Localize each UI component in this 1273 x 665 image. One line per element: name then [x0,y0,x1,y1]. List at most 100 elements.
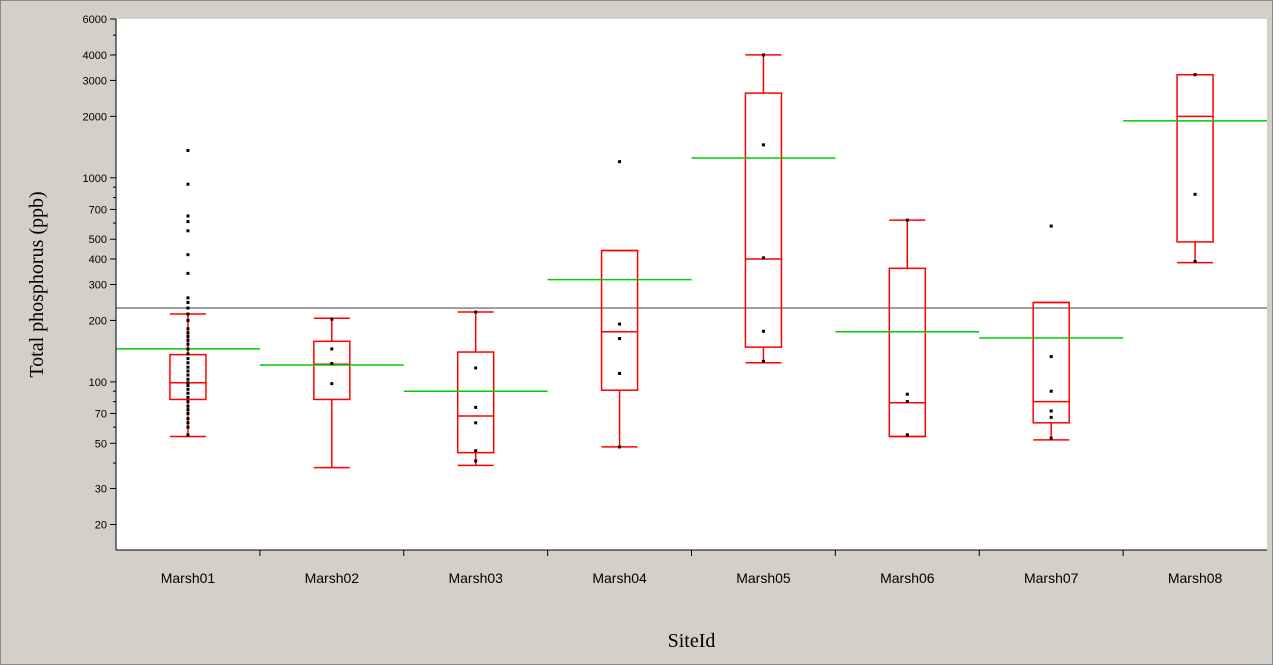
y-tick-label: 3000 [83,75,107,87]
data-point [186,271,190,275]
data-point [474,421,478,425]
boxes-layer [169,54,1214,469]
plot-area [116,19,1267,550]
data-point [905,400,909,404]
data-point [186,369,190,373]
data-point [1193,259,1197,263]
data-point [186,318,190,322]
data-point [186,373,190,377]
y-tick-label: 300 [89,280,107,292]
data-point [474,366,478,370]
data-point [618,322,622,326]
box-marsh04 [600,249,639,448]
data-point [1193,192,1197,196]
data-point [186,404,190,408]
data-point [186,387,190,391]
data-point [330,362,334,366]
data-point [1049,224,1053,228]
data-point [618,160,622,164]
data-point [186,421,190,425]
data-point [618,371,622,375]
data-point [474,310,478,314]
data-point [186,352,190,356]
data-point [186,312,190,316]
data-point [474,405,478,409]
data-point [186,411,190,415]
data-point [186,391,190,395]
data-point [186,182,190,186]
data-point [905,392,909,396]
y-tick-label: 20 [95,520,107,532]
data-point [186,408,190,412]
data-point [186,365,190,369]
y-tick-label: 700 [89,204,107,216]
y-tick-label: 100 [89,377,107,389]
data-point [186,338,190,342]
data-point [186,395,190,399]
data-point [905,218,909,222]
data-point [330,317,334,321]
y-tick-label: 4000 [83,50,107,62]
iqr-box [888,267,927,438]
y-tick-label: 200 [89,315,107,327]
data-point [186,347,190,351]
data-point [186,342,190,346]
data-point [1049,436,1053,440]
data-point [474,449,478,453]
data-point [186,296,190,300]
iqr-box [313,340,351,401]
iqr-box [600,249,639,391]
data-point [186,433,190,437]
data-point [1049,389,1053,393]
data-point [186,327,190,331]
data-point [186,253,190,257]
data-point [761,256,765,260]
iqr-box [456,351,495,454]
y-axis-title: Total phosphorus (ppb) [26,191,48,377]
data-point [186,334,190,338]
data-point [186,377,190,381]
x-category-label: Marsh02 [305,570,360,586]
data-point [1049,409,1053,413]
data-point [330,382,334,386]
x-category-label: Marsh04 [592,570,647,586]
data-point [618,445,622,449]
data-point [186,417,190,421]
x-category-label: Marsh01 [161,570,216,586]
iqr-box [744,92,783,348]
data-point [186,229,190,233]
y-tick-label: 6000 [83,14,107,26]
y-tick-label: 1000 [83,173,107,185]
x-category-label: Marsh08 [1168,570,1223,586]
x-axis-title: SiteId [668,630,716,652]
axes-layer: 6000 4000 3000 2000 1000 700 500 400 300 200 100 70… [83,14,1267,586]
data-point [186,149,190,153]
data-point [1193,73,1197,77]
data-point [474,459,478,463]
y-tick-label: 70 [95,408,107,420]
data-point [330,347,334,351]
data-point [186,214,190,218]
data-point [186,383,190,387]
data-point [186,357,190,361]
data-point [186,361,190,365]
x-category-label: Marsh06 [880,570,935,586]
data-point [905,433,909,437]
data-point [761,143,765,147]
y-tick-label: 50 [95,438,107,450]
x-category-label: Marsh07 [1024,570,1079,586]
data-point [186,306,190,310]
x-category-label: Marsh05 [736,570,791,586]
data-point [761,329,765,333]
data-point [761,53,765,57]
data-point [186,425,190,429]
data-point [761,359,765,363]
data-point [1049,355,1053,359]
data-point [618,337,622,341]
y-tick-label: 2000 [83,111,107,123]
data-point [186,331,190,335]
data-point [186,220,190,224]
x-category-label: Marsh03 [448,570,503,586]
data-point [186,400,190,404]
